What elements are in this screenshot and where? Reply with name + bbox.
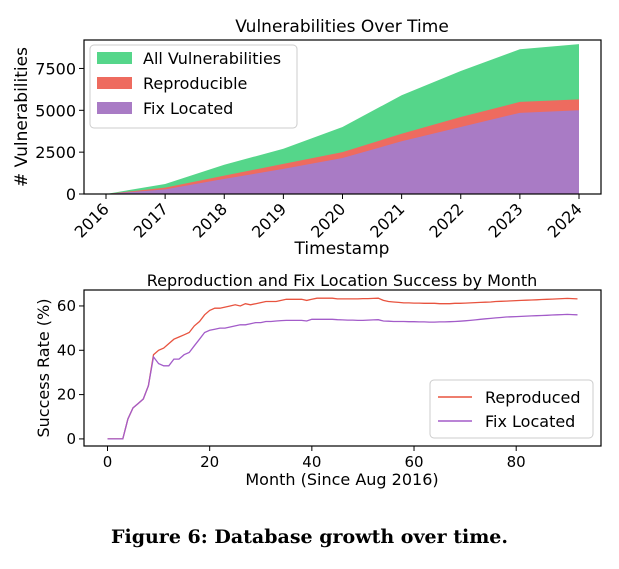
line-series-1: [107, 297, 578, 440]
chart-title: Reproduction and Fix Location Success by…: [147, 271, 538, 290]
x-tick-label: 2024: [544, 199, 586, 241]
legend-swatch: [97, 52, 132, 64]
x-axis-label: Month (Since Aug 2016): [245, 470, 438, 489]
legend-label: Fix Located: [485, 412, 575, 431]
x-tick-label: 60: [404, 453, 423, 471]
x-tick-label: 2022: [425, 199, 467, 241]
y-axis-label: Success Rate (%): [34, 299, 53, 438]
chart-vulnerabilities-over-time: Vulnerabilities Over Time 2016 2017 2018 20…: [12, 17, 602, 259]
y-tick-label: 40: [57, 341, 76, 359]
x-tick-label: 2020: [307, 199, 349, 241]
line-series-2: [107, 313, 578, 440]
x-tick-label: 2021: [366, 199, 408, 241]
y-tick-label: 7500: [35, 59, 76, 78]
plot-frame: [83, 289, 602, 447]
y-tick-label: 0: [66, 430, 76, 448]
legend-box: [429, 379, 594, 439]
x-axis-label: Timestamp: [294, 239, 390, 259]
x-tick-label: 40: [302, 453, 321, 471]
x-tick-label: 2023: [484, 199, 526, 241]
y-tick-label: 60: [57, 297, 76, 315]
legend-label: Reproducible: [143, 74, 247, 93]
legend: Reproduced Fix Located: [429, 379, 594, 439]
legend-swatch: [97, 77, 132, 89]
chart-title: Vulnerabilities Over Time: [235, 17, 449, 37]
y-tick-label: 2500: [35, 143, 76, 162]
area-series-3: [106, 110, 579, 194]
legend-label: Reproduced: [485, 388, 581, 407]
legend-label: All Vulnerabilities: [143, 49, 281, 68]
x-tick-label: 0: [103, 453, 113, 471]
x-tick-label: 2018: [189, 199, 231, 241]
legend-swatch: [97, 102, 132, 114]
y-tick-label: 0: [66, 185, 76, 204]
x-tick-label: 2017: [130, 199, 172, 241]
figure-caption: Figure 6: Database growth over time.: [111, 526, 508, 548]
legend-box: [89, 44, 298, 129]
legend: All Vulnerabilities Reproducible Fix Locat…: [89, 44, 298, 129]
chart-success-by-month: Reproduction and Fix Location Success by…: [34, 271, 602, 489]
x-tick-label: 80: [507, 453, 526, 471]
x-tick-label: 2019: [248, 199, 290, 241]
x-tick-label: 2016: [71, 199, 113, 241]
y-axis-label: # Vulnerabilities: [12, 47, 32, 187]
y-tick-label: 20: [57, 386, 76, 404]
x-tick-label: 20: [200, 453, 219, 471]
legend-label: Fix Located: [143, 99, 233, 118]
y-tick-label: 5000: [35, 101, 76, 120]
